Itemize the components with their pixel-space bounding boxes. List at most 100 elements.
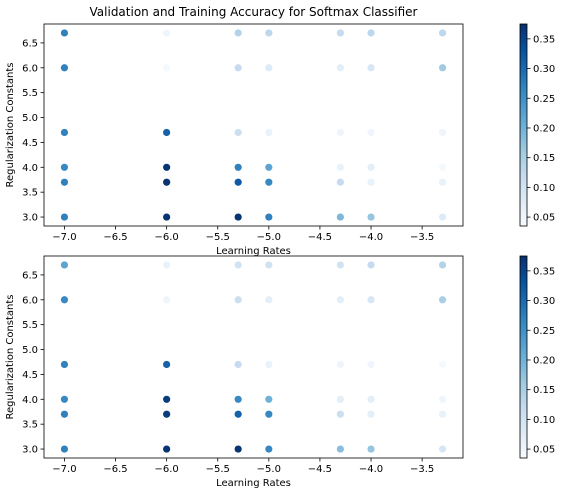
data-point — [367, 64, 375, 72]
data-point — [367, 445, 375, 453]
data-point — [265, 64, 273, 72]
x-tick-label: −4.0 — [359, 464, 383, 475]
y-axis-label: Regularization Constants — [5, 62, 16, 187]
colorbar-tick-label: 0.05 — [533, 213, 555, 224]
data-point — [438, 445, 447, 453]
data-point — [60, 163, 69, 171]
data-point — [60, 64, 69, 72]
data-point — [60, 29, 69, 37]
data-point — [438, 410, 447, 418]
colorbar-tick-label: 0.25 — [533, 94, 555, 105]
data-point — [60, 360, 69, 369]
x-tick-label: −6.5 — [103, 464, 127, 475]
data-point — [163, 178, 171, 186]
plots-layer: −7.0 −6.5 −6.0 −5.5 −5.0 −4.5 −4.0 −3.5 3.0 3.5 4.… — [5, 23, 555, 489]
x-tick-label: −7.0 — [52, 232, 76, 243]
data-point — [234, 178, 242, 186]
x-tick-label: −5.5 — [206, 464, 230, 475]
data-point — [163, 29, 171, 37]
data-point — [336, 64, 344, 72]
data-point — [265, 261, 273, 269]
data-point — [367, 163, 375, 171]
y-axis-label: Regularization Constants — [5, 294, 16, 419]
data-point — [163, 395, 171, 403]
data-point — [163, 163, 171, 171]
data-point — [60, 128, 69, 137]
data-point — [336, 128, 344, 137]
data-point — [336, 213, 344, 221]
data-point — [336, 360, 344, 369]
x-tick-label: −4.5 — [308, 232, 332, 243]
x-tick-label: −6.5 — [103, 232, 127, 243]
data-point — [367, 410, 375, 418]
y-tick-label: 3.0 — [22, 445, 38, 456]
data-point — [367, 178, 375, 186]
y-tick-label: 5.5 — [22, 320, 38, 331]
data-point — [234, 360, 242, 369]
data-point — [163, 64, 171, 72]
data-point — [367, 395, 375, 403]
data-point — [265, 178, 273, 186]
axes-frame — [43, 255, 464, 459]
data-point — [265, 29, 273, 37]
data-point — [336, 29, 344, 37]
data-point — [438, 395, 447, 403]
colorbar-tick-label: 0.30 — [533, 64, 555, 75]
data-point — [234, 213, 242, 221]
data-point — [336, 395, 344, 403]
data-point — [438, 64, 447, 72]
y-tick-label: 6.5 — [22, 270, 38, 281]
y-tick-label: 4.5 — [22, 138, 38, 149]
colorbar-tick-label: 0.15 — [533, 385, 555, 396]
data-point — [60, 395, 69, 403]
colorbar-tick-label: 0.10 — [533, 415, 555, 426]
y-tick-label: 4.0 — [22, 163, 38, 174]
data-point — [438, 128, 447, 137]
colorbar — [519, 23, 528, 227]
data-point — [265, 296, 273, 304]
y-tick-label: 3.0 — [22, 213, 38, 224]
colorbar-tick-label: 0.20 — [533, 123, 555, 134]
data-point — [438, 29, 447, 37]
data-point — [234, 410, 242, 418]
data-point — [336, 296, 344, 304]
y-tick-label: 6.0 — [22, 295, 38, 306]
x-tick-label: −4.0 — [359, 232, 383, 243]
data-point — [367, 296, 375, 304]
data-point — [60, 445, 69, 453]
x-tick-label: −5.5 — [206, 232, 230, 243]
data-point — [60, 261, 69, 269]
x-axis-label: Learning Rates — [216, 478, 291, 489]
data-point — [163, 128, 171, 137]
data-point — [336, 163, 344, 171]
data-point — [438, 296, 447, 304]
data-point — [367, 29, 375, 37]
y-tick-label: 5.0 — [22, 345, 38, 356]
data-point — [234, 64, 242, 72]
x-tick-label: −6.0 — [154, 232, 178, 243]
data-point — [265, 445, 273, 453]
data-point — [60, 213, 69, 221]
data-point — [336, 410, 344, 418]
y-tick-label: 6.5 — [22, 38, 38, 49]
x-axis-label: Learning Rates — [216, 246, 291, 257]
data-point — [60, 410, 69, 418]
x-tick-label: −4.5 — [308, 464, 332, 475]
data-point — [438, 178, 447, 186]
data-point — [438, 213, 447, 221]
data-point — [234, 445, 242, 453]
colorbar-tick-label: 0.15 — [533, 153, 555, 164]
data-point — [367, 213, 375, 221]
colorbar-tick-label: 0.05 — [533, 445, 555, 456]
data-point — [234, 296, 242, 304]
x-tick-label: −5.0 — [257, 232, 281, 243]
data-point — [60, 296, 69, 304]
plot-2: −7.0 −6.5 −6.0 −5.5 −5.0 −4.5 −4.0 −3.5 3.0 3.5 4.… — [5, 255, 555, 489]
y-tick-label: 6.0 — [22, 63, 38, 74]
data-point — [336, 445, 344, 453]
x-tick-label: −7.0 — [52, 464, 76, 475]
colorbar-tick-label: 0.30 — [533, 296, 555, 307]
colorbar-tick-label: 0.20 — [533, 355, 555, 366]
